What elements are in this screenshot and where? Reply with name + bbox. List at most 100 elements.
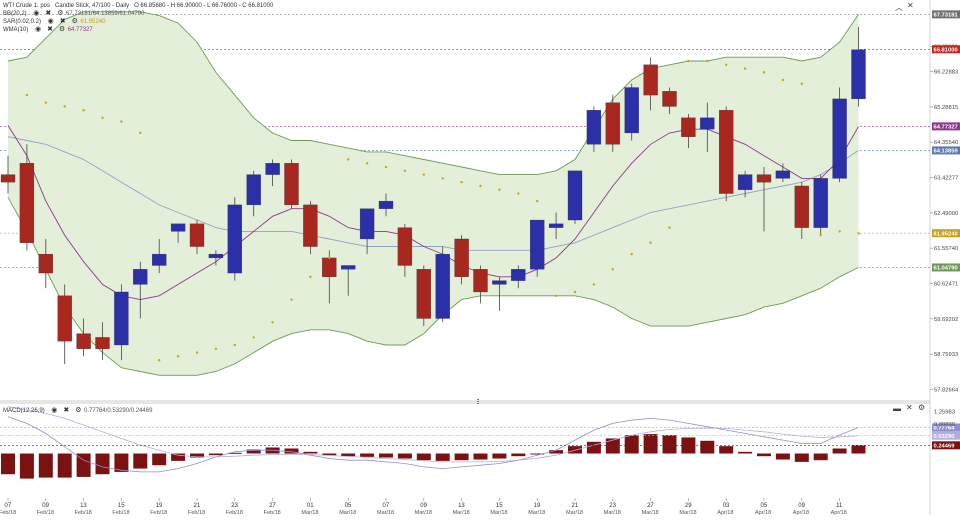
bull-candle-body[interactable] (851, 49, 866, 100)
bull-candle-body[interactable] (775, 170, 791, 179)
bear-candle-body[interactable] (0, 174, 16, 183)
bull-candle-body[interactable] (359, 208, 375, 240)
time-axis[interactable]: 07Feb/1809Feb/1813Feb/1815Feb/1819Feb/18… (0, 498, 847, 516)
candle[interactable] (813, 174, 828, 236)
bear-candle-body[interactable] (473, 269, 488, 293)
bear-candle-body[interactable] (681, 117, 696, 137)
bear-candle-body[interactable] (605, 102, 620, 145)
bull-candle-body[interactable] (435, 253, 450, 319)
candle[interactable] (643, 57, 658, 111)
candle[interactable] (170, 223, 186, 243)
gear-icon[interactable]: ⚙ (918, 403, 926, 412)
candle[interactable] (511, 265, 526, 289)
bear-candle-body[interactable] (76, 333, 91, 349)
gear-icon[interactable]: ⚙ (71, 18, 78, 25)
price-axis[interactable]: 66.8862166.2288365.2881564.3554063.42277… (930, 10, 960, 393)
candle[interactable] (303, 201, 318, 255)
bear-candle-body[interactable] (719, 110, 734, 194)
candle[interactable] (208, 250, 224, 266)
candle[interactable] (76, 318, 91, 357)
bull-candle-body[interactable] (492, 280, 507, 285)
eye-icon[interactable]: ◉ (33, 10, 40, 17)
bear-candle-body[interactable] (38, 253, 53, 274)
candle[interactable] (152, 238, 167, 274)
candle[interactable] (0, 155, 16, 194)
candle[interactable] (567, 170, 583, 224)
bull-candle-body[interactable] (624, 87, 639, 134)
bull-candle-body[interactable] (114, 291, 129, 346)
bull-candle-body[interactable] (378, 200, 394, 209)
candle[interactable] (700, 102, 715, 152)
bear-candle-body[interactable] (756, 174, 772, 183)
candle[interactable] (794, 182, 809, 239)
candle[interactable] (851, 26, 866, 107)
bear-candle-body[interactable] (643, 64, 658, 96)
candle[interactable] (548, 212, 564, 239)
candle[interactable] (133, 261, 148, 319)
candle[interactable] (605, 95, 620, 152)
bull-candle-body[interactable] (530, 219, 545, 270)
candle[interactable] (624, 83, 639, 141)
bear-candle-body[interactable] (303, 204, 318, 247)
candle[interactable] (246, 170, 261, 217)
bull-candle-body[interactable] (170, 223, 186, 232)
eye-icon[interactable]: ◉ (51, 407, 58, 414)
candle[interactable] (454, 235, 469, 285)
candle[interactable] (756, 167, 772, 232)
gear-icon[interactable]: ⚙ (75, 407, 82, 414)
bear-candle-body[interactable] (794, 185, 809, 228)
candle[interactable] (435, 246, 450, 323)
candle[interactable] (737, 170, 753, 198)
gear-icon[interactable]: ⚙ (57, 10, 64, 17)
gear-icon[interactable]: ⚙ (58, 26, 66, 33)
bull-candle-body[interactable] (813, 178, 828, 228)
minimize-icon[interactable]: ▬ (893, 404, 901, 413)
bull-candle-body[interactable] (586, 110, 602, 145)
candle[interactable] (492, 276, 507, 311)
candle[interactable] (284, 159, 299, 209)
candle[interactable] (832, 87, 847, 183)
bull-candle-body[interactable] (341, 265, 356, 270)
candle[interactable] (681, 114, 696, 149)
close-icon[interactable]: ✕ (907, 1, 914, 10)
bear-candle-body[interactable] (189, 223, 205, 247)
macd-panel[interactable]: 0.77764 0.53290 0.24469 1.25983 0.88890 (0, 406, 960, 479)
bull-candle-body[interactable] (567, 170, 583, 221)
candle[interactable] (265, 159, 280, 186)
candle[interactable] (114, 284, 129, 361)
bear-candle-body[interactable] (19, 163, 35, 243)
bull-candle-body[interactable] (832, 98, 847, 179)
bear-candle-body[interactable] (662, 91, 677, 107)
candles[interactable] (0, 26, 866, 364)
bull-candle-body[interactable] (227, 204, 242, 274)
bear-candle-body[interactable] (397, 227, 413, 266)
bear-candle-body[interactable] (454, 238, 469, 277)
eye-icon[interactable]: ◉ (34, 26, 42, 33)
candle[interactable] (416, 265, 431, 327)
bull-candle-body[interactable] (700, 117, 715, 130)
candle[interactable] (38, 238, 53, 289)
bull-candle-body[interactable] (133, 269, 148, 285)
close-icon[interactable]: ✖ (45, 10, 52, 17)
candle[interactable] (397, 223, 413, 277)
bear-candle-body[interactable] (284, 163, 299, 206)
eye-icon[interactable]: ◉ (47, 18, 54, 25)
bull-candle-body[interactable] (208, 253, 224, 259)
candle[interactable] (662, 87, 677, 115)
bull-candle-body[interactable] (737, 174, 753, 190)
bear-candle-body[interactable] (95, 337, 110, 349)
close-icon[interactable]: ✕ (906, 403, 913, 412)
candle[interactable] (322, 250, 337, 304)
bull-candle-body[interactable] (246, 174, 261, 206)
bear-candle-body[interactable] (416, 269, 431, 319)
close-icon[interactable]: ✖ (63, 407, 70, 414)
bear-candle-body[interactable] (322, 257, 337, 277)
candle[interactable] (586, 106, 602, 152)
candle[interactable] (775, 163, 791, 183)
candle[interactable] (341, 265, 356, 296)
chevron-up-icon[interactable]: ︿ (895, 3, 903, 12)
close-icon[interactable]: ✖ (47, 26, 53, 33)
candle[interactable] (19, 144, 35, 251)
